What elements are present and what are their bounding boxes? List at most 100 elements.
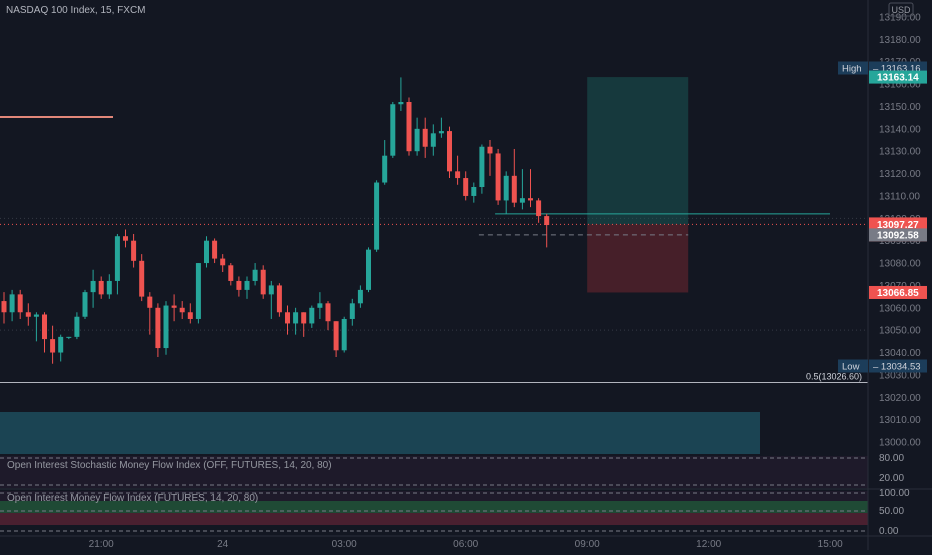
candle[interactable] xyxy=(366,247,371,293)
time-axis[interactable]: 21:00 24 03:00 06:00 09:00 12:00 15:00 xyxy=(89,539,843,550)
candle[interactable] xyxy=(204,236,209,268)
candle[interactable] xyxy=(357,285,363,308)
candle[interactable] xyxy=(147,292,153,335)
candle[interactable] xyxy=(114,233,120,295)
candle[interactable] xyxy=(220,254,226,272)
candle[interactable] xyxy=(430,124,436,156)
candle[interactable] xyxy=(268,280,274,319)
candle[interactable] xyxy=(285,305,290,335)
candle-body xyxy=(114,236,120,281)
candle-body xyxy=(357,289,363,304)
candle[interactable] xyxy=(438,117,444,138)
candle[interactable] xyxy=(260,265,266,299)
candle[interactable] xyxy=(171,294,177,322)
candle-body xyxy=(536,200,542,217)
candle[interactable] xyxy=(398,77,404,111)
candle[interactable] xyxy=(131,233,137,268)
candle[interactable] xyxy=(487,140,493,176)
candle[interactable] xyxy=(155,303,161,357)
candle[interactable] xyxy=(58,334,64,362)
candle[interactable] xyxy=(195,263,201,324)
candle[interactable] xyxy=(82,289,88,319)
candle[interactable] xyxy=(406,97,412,156)
candle[interactable] xyxy=(212,238,218,264)
candle[interactable] xyxy=(25,303,31,326)
svg-text:– 13034.53: – 13034.53 xyxy=(873,362,921,373)
price-tick-label: 13140.00 xyxy=(879,124,921,135)
candle[interactable] xyxy=(519,169,525,210)
candle[interactable] xyxy=(536,198,542,223)
candle-body xyxy=(90,280,96,293)
candle[interactable] xyxy=(139,254,145,302)
candle[interactable] xyxy=(511,148,517,208)
candle[interactable] xyxy=(528,169,533,208)
candle[interactable] xyxy=(228,263,234,286)
candle[interactable] xyxy=(479,144,485,194)
indicator-pane-oi-mfi[interactable]: Open Interest Money Flow Index (FUTURES,… xyxy=(0,491,868,532)
candle[interactable] xyxy=(66,336,72,340)
candle[interactable] xyxy=(123,229,128,248)
candle-body xyxy=(171,305,177,308)
candle-body xyxy=(511,175,517,203)
candle[interactable] xyxy=(163,301,169,355)
candle-body xyxy=(42,314,47,340)
candle[interactable] xyxy=(544,213,550,248)
candle-body xyxy=(422,128,428,147)
candle-body xyxy=(268,285,274,295)
candle-body xyxy=(544,216,550,226)
price-tick-label: 13040.00 xyxy=(879,348,921,359)
grid-lines xyxy=(0,217,868,331)
candle[interactable] xyxy=(414,117,420,156)
indicator-pane-stoch-mfi[interactable]: Open Interest Stochastic Money Flow Inde… xyxy=(0,456,868,488)
candle[interactable] xyxy=(236,276,242,297)
candle[interactable] xyxy=(422,117,428,158)
candle[interactable] xyxy=(276,283,282,317)
svg-text:– 13163.16: – 13163.16 xyxy=(873,64,921,75)
candle[interactable] xyxy=(187,303,193,324)
candle[interactable] xyxy=(252,263,258,286)
candle[interactable] xyxy=(301,312,307,337)
candle[interactable] xyxy=(9,289,15,322)
candle-body xyxy=(471,187,477,196)
candle[interactable] xyxy=(471,182,477,203)
position-loss-zone[interactable] xyxy=(587,224,689,293)
candle[interactable] xyxy=(244,276,250,299)
candle[interactable] xyxy=(50,325,56,364)
candle[interactable] xyxy=(503,171,509,214)
candle[interactable] xyxy=(309,305,315,328)
candle[interactable] xyxy=(455,155,461,185)
candle[interactable] xyxy=(325,301,331,331)
price-tick-label: 13150.00 xyxy=(879,102,921,113)
candle[interactable] xyxy=(90,269,96,308)
candle[interactable] xyxy=(98,276,104,299)
candle-body xyxy=(414,128,420,152)
stop-price-label: 13066.85 xyxy=(869,285,927,299)
candle[interactable] xyxy=(106,274,112,299)
candle[interactable] xyxy=(317,292,323,319)
candle[interactable] xyxy=(463,171,469,201)
candle-body xyxy=(463,178,469,196)
candle-body xyxy=(519,198,525,203)
candle[interactable] xyxy=(17,289,23,319)
candle[interactable] xyxy=(33,312,39,342)
candle[interactable] xyxy=(349,298,355,326)
candle[interactable] xyxy=(1,292,7,324)
candle[interactable] xyxy=(74,312,80,340)
currency-badge[interactable] xyxy=(888,2,914,17)
volume-profile-box[interactable] xyxy=(0,412,760,454)
candle[interactable] xyxy=(341,316,347,353)
candle[interactable] xyxy=(333,321,339,357)
candle[interactable] xyxy=(495,148,501,205)
candle[interactable] xyxy=(293,307,299,335)
candle[interactable] xyxy=(374,180,380,252)
candle[interactable] xyxy=(382,140,388,185)
candle[interactable] xyxy=(179,301,185,319)
symbol-title[interactable]: NASDAQ 100 Index, 15, FXCM xyxy=(6,5,146,16)
position-profit-zone[interactable] xyxy=(587,77,689,225)
candle[interactable] xyxy=(447,126,452,179)
candles-layer[interactable] xyxy=(1,77,550,364)
candle[interactable] xyxy=(390,102,396,158)
candle-body xyxy=(366,249,371,290)
candle[interactable] xyxy=(42,312,47,353)
